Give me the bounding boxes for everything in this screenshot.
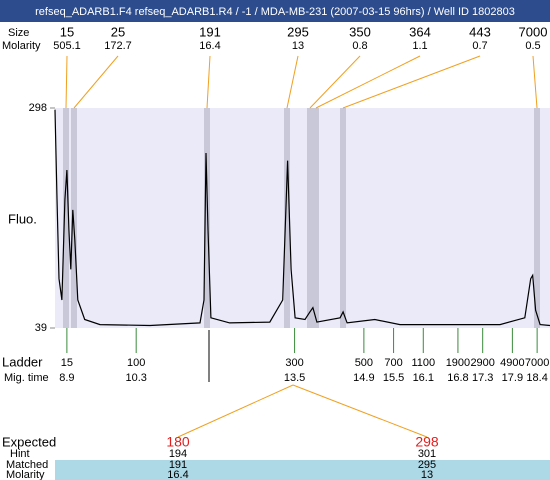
peak-band [340,108,346,328]
peak-band [284,108,290,328]
peak-band [204,108,210,328]
trace [54,109,550,327]
mig-time: 8.9 [59,372,74,384]
ladder-size: 2900 [470,357,494,369]
peak-size: 7000 [519,24,548,39]
mig-time: 18.4 [526,372,547,384]
peak-size: 15 [60,24,74,39]
ladder-size: 100 [127,357,145,369]
peak-molarity: 0.7 [472,40,487,52]
ladder-size: 1900 [446,357,470,369]
mig-time: 16.8 [447,372,468,384]
peak-molarity: 16.4 [199,40,220,52]
peak-size: 443 [469,24,491,39]
peak-connector [309,55,361,109]
peak-connector [65,55,68,109]
hint-label: Hint [10,448,30,460]
peak-molarity: 0.8 [352,40,367,52]
mig-time-label: Mig. time [4,372,49,384]
y-axis-label: Fluo. [8,211,37,226]
title-bar [0,0,550,22]
expected-size: 298 [415,434,439,450]
peak-band [63,108,69,328]
peak-connector [532,55,538,109]
ladder-size: 4900 [500,357,524,369]
connector [177,384,294,438]
y-tick-label: 39 [35,322,47,334]
hint-size: 194 [169,448,187,460]
y-tick-label: 298 [29,102,47,114]
matched-band [55,460,550,480]
mig-time: 15.5 [383,372,404,384]
peak-size: 364 [409,24,431,39]
mig-time: 13.5 [284,372,305,384]
peak-connector [286,55,299,109]
ladder-size: 700 [384,357,402,369]
peak-size: 191 [199,24,221,39]
matched-size: 191 [169,459,187,471]
molarity-label: Molarity [6,469,45,480]
ladder-size: 300 [285,357,303,369]
mig-time: 17.9 [502,372,523,384]
peak-connector [73,55,119,109]
ladder-size: 500 [355,357,373,369]
mig-time: 17.3 [472,372,493,384]
ladder-size: 7000 [525,357,549,369]
plot-area [55,108,550,328]
matched-molarity: 16.4 [167,469,188,480]
mig-time: 16.1 [413,372,434,384]
mig-time: 10.3 [125,372,146,384]
matched-molarity: 13 [421,469,433,480]
title: refseq_ADARB1.F4 refseq_ADARB1.R4 / -1 /… [35,6,515,18]
peak-connector [206,55,211,109]
peak-molarity: 0.5 [525,40,540,52]
peak-molarity: 172.7 [104,40,132,52]
peak-size: 295 [287,24,309,39]
matched-label: Matched [6,459,48,471]
matched-size: 295 [418,459,436,471]
ladder-label: Ladder [2,354,43,369]
peak-molarity: 505.1 [53,40,81,52]
peak-band [313,108,319,328]
molarity-label: Molarity [2,40,41,52]
connector [292,384,428,438]
peak-band [71,108,77,328]
expected-size: 180 [166,434,190,450]
peak-band [534,108,540,328]
peak-connector [315,55,421,109]
peak-size: 25 [111,24,125,39]
size-label: Size [8,27,29,39]
peak-size: 350 [349,24,371,39]
peak-molarity: 1.1 [412,40,427,52]
peak-molarity: 13 [292,40,304,52]
peak-connector [342,55,481,109]
ladder-size: 1100 [411,357,435,369]
ladder-size: 15 [61,357,73,369]
hint-size: 301 [418,448,436,460]
expected-label: Expected [2,434,56,449]
peak-band [307,108,313,328]
mig-time: 14.9 [353,372,374,384]
